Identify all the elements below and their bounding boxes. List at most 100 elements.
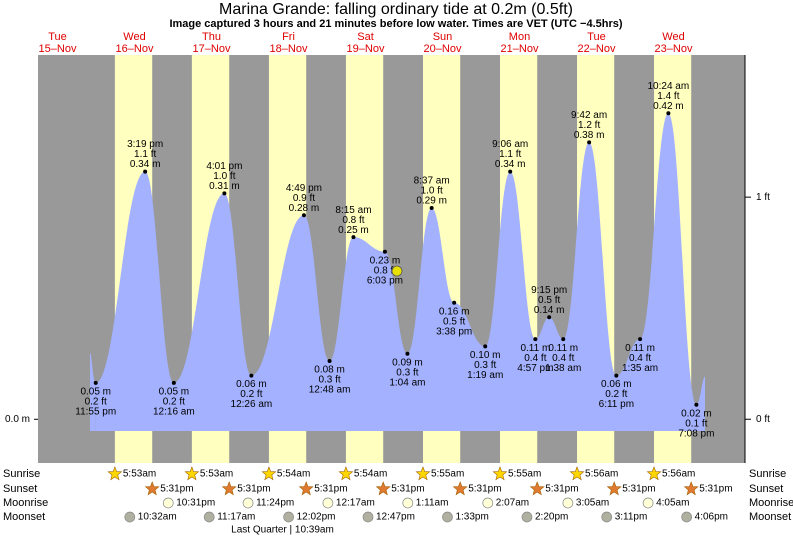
moon-icon <box>642 497 654 509</box>
tide-label: 1.0 ft <box>421 186 443 197</box>
day-weekday: Tue <box>48 31 67 43</box>
tide-label: 0.4 ft <box>552 353 574 364</box>
row-label: Moonset <box>3 511 45 523</box>
tide-extreme <box>249 373 254 378</box>
moon-icon <box>402 497 414 509</box>
moon-icon <box>283 511 294 523</box>
sun-icon <box>529 481 545 496</box>
day-date: 22–Nov <box>578 43 616 55</box>
moon-icon <box>242 497 254 509</box>
tide-label: 1.2 ft <box>578 120 600 131</box>
moonset-time: 2:20pm <box>535 512 568 523</box>
moonrise-time: 12:17am <box>336 498 375 509</box>
tide-extreme <box>508 169 513 174</box>
sunset-time: 5:31pm <box>391 484 424 495</box>
tide-label: 0.3 ft <box>318 375 340 386</box>
tide-label: 4:49 pm <box>286 183 322 194</box>
tide-extreme <box>587 140 592 145</box>
tide-label: 0.06 m <box>236 379 267 390</box>
tide-label: 1.0 ft <box>213 171 235 182</box>
tide-label: 9:42 am <box>571 110 607 121</box>
y2-tick-label: 0 ft <box>756 414 770 425</box>
row-label: Sunrise <box>3 468 40 480</box>
moonrise-time: 1:11am <box>416 498 449 509</box>
day-weekday: Thu <box>202 31 221 43</box>
sun-icon <box>184 466 200 481</box>
tide-extreme <box>561 337 566 342</box>
tide-label: 0.10 m <box>470 350 501 361</box>
sunset-time: 5:31pm <box>699 484 732 495</box>
sunset-time: 5:31pm <box>237 484 270 495</box>
day-weekday: Mon <box>509 31 530 43</box>
tide-label: 1:04 am <box>389 377 425 388</box>
tide-label: 0.34 m <box>495 159 526 170</box>
sun-icon <box>298 481 314 496</box>
moon-icon <box>362 511 374 523</box>
tide-label: 0.34 m <box>130 159 161 170</box>
tide-extreme <box>614 373 619 378</box>
row-label: Sunset <box>749 483 783 495</box>
chart-title: Marina Grande: falling ordinary tide at … <box>219 1 573 18</box>
day-weekday: Fri <box>282 31 295 43</box>
moonset-time: 12:47pm <box>376 512 415 523</box>
tide-label: 0.5 ft <box>538 295 560 306</box>
moon-icon <box>601 511 613 523</box>
tide-label: 0.02 m <box>681 408 712 419</box>
sun-icon <box>492 466 508 481</box>
tide-label: 0.08 m <box>314 365 345 376</box>
moonset-time: 3:11pm <box>615 512 648 523</box>
tide-label: 1:38 am <box>545 363 581 374</box>
tide-label: 0.1 ft <box>685 418 707 429</box>
y2-tick-label: 1 ft <box>756 192 770 203</box>
day-weekday: Sun <box>433 31 453 43</box>
day-date: 16–Nov <box>116 43 154 55</box>
moonset-time: 10:32am <box>138 512 177 523</box>
moonset-time: 12:02pm <box>297 512 336 523</box>
sunrise-time: 5:53am <box>200 469 233 480</box>
sunset-time: 5:31pm <box>622 484 655 495</box>
moon-icon <box>521 511 533 523</box>
tide-label: 0.14 m <box>534 305 565 316</box>
tide-label: 6:03 pm <box>367 275 403 286</box>
row-label: Moonrise <box>749 497 793 509</box>
moonrise-time: 11:24pm <box>256 498 294 509</box>
tide-label: 0.2 ft <box>85 396 107 407</box>
moonset-time: 4:06pm <box>695 512 728 523</box>
tide-label: 0.29 m <box>416 196 447 207</box>
tide-label: 0.42 m <box>653 101 684 112</box>
moon-icon <box>482 497 494 509</box>
sun-icon <box>646 466 662 481</box>
tide-label: 0.31 m <box>209 181 240 192</box>
tide-label: 0.11 m <box>625 343 655 354</box>
moon-icon <box>562 497 574 509</box>
tide-label: 0.23 m <box>370 255 401 266</box>
tide-extreme <box>405 351 410 356</box>
tide-label: 0.8 ft <box>342 215 364 226</box>
tide-label: 0.28 m <box>289 203 320 214</box>
day-date: 20–Nov <box>424 43 462 55</box>
sun-icon <box>415 466 431 481</box>
day-date: 15–Nov <box>39 43 77 55</box>
tide-label: 0.2 ft <box>240 389 262 400</box>
sun-icon <box>107 466 123 481</box>
moonset-time: 1:33pm <box>455 512 488 523</box>
moon-icon <box>162 497 174 509</box>
tide-extreme <box>452 300 457 305</box>
sun-icon <box>606 481 622 496</box>
tide-label: 0.11 m <box>520 343 550 354</box>
day-date: 23–Nov <box>655 43 693 55</box>
sun-icon <box>144 481 160 496</box>
tide-label: 0.5 ft <box>443 316 465 327</box>
day-date: 19–Nov <box>347 43 385 55</box>
tide-extreme <box>327 359 332 363</box>
tide-extreme <box>638 337 643 342</box>
tide-label: 1:35 am <box>622 363 658 374</box>
y-tick-label: 0.0 m <box>5 414 30 425</box>
tide-label: 11:55 pm <box>75 406 116 417</box>
tide-label: 4:57 pm <box>517 363 553 374</box>
moon-phase: Last Quarter | 10:39am <box>231 525 334 536</box>
tide-extreme <box>382 249 387 254</box>
day-date: 17–Nov <box>193 43 231 55</box>
sunrise-time: 5:54am <box>277 469 310 480</box>
